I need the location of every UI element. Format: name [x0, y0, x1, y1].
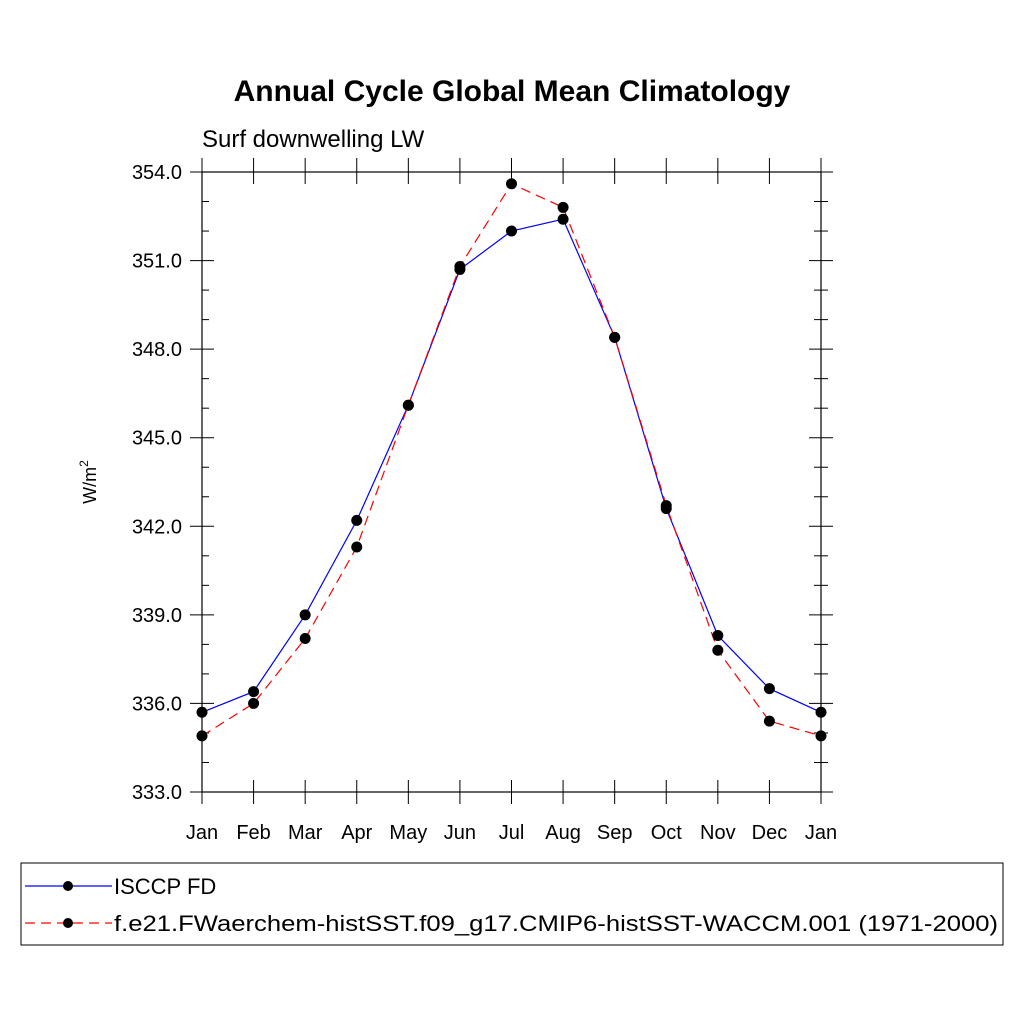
axis-ticks	[190, 158, 833, 804]
svg-text:W/m2: W/m2	[77, 460, 100, 504]
x-tick-label: Jun	[444, 822, 476, 844]
chart-title: Annual Cycle Global Mean Climatology	[234, 75, 791, 108]
y-tick-labels: 333.0 336.0 339.0 342.0 345.0 348.0 351.0 354.0	[132, 162, 182, 804]
y-axis-label: W/m2	[77, 460, 100, 504]
y-axis-label-text: W/m	[80, 467, 100, 504]
legend-item-model: f.e21.FWaerchem-histSST.f09_g17.CMIP6-hi…	[25, 911, 998, 936]
legend-marker-isccp	[63, 881, 73, 891]
series-1-point	[609, 331, 621, 343]
x-tick-label: Mar	[288, 822, 323, 844]
y-tick-label: 333.0	[132, 782, 182, 804]
series-0-point	[506, 225, 517, 237]
series-1-point	[248, 697, 260, 709]
x-tick-label: May	[389, 822, 427, 844]
series-0-point	[299, 609, 311, 621]
legend-marker-model	[63, 918, 73, 928]
legend-label-isccp: ISCCP FD	[114, 874, 216, 899]
series-1-point	[660, 500, 672, 512]
series-1-point	[454, 260, 466, 272]
y-tick-label: 348.0	[132, 339, 182, 361]
y-axis-label-superscript: 2	[77, 460, 91, 467]
y-tick-label: 342.0	[132, 516, 182, 538]
plot-frame	[201, 171, 822, 793]
legend-item-isccp: ISCCP FD	[25, 874, 216, 899]
chart-subtitle: Surf downwelling LW	[202, 126, 425, 153]
series-layer	[196, 178, 827, 742]
x-tick-label: Jan	[186, 822, 218, 844]
series-0-point	[351, 514, 363, 526]
x-tick-label: Dec	[752, 822, 788, 844]
x-tick-label: Oct	[651, 822, 683, 844]
series-1-point	[763, 715, 775, 727]
x-tick-label: Sep	[597, 822, 633, 844]
series-0-point	[763, 683, 775, 695]
x-tick-label: Nov	[700, 822, 736, 844]
y-tick-label: 336.0	[132, 693, 182, 715]
series-1-point	[402, 399, 414, 411]
x-tick-label: Jan	[805, 822, 837, 844]
series-line-1	[201, 183, 822, 737]
series-1-point	[351, 541, 363, 553]
y-tick-label: 354.0	[132, 162, 182, 184]
y-tick-label: 351.0	[132, 251, 182, 273]
series-0-point	[815, 706, 827, 718]
series-line-0	[201, 218, 822, 713]
legend-label-model: f.e21.FWaerchem-histSST.f09_g17.CMIP6-hi…	[114, 911, 998, 936]
series-0-point	[712, 630, 724, 642]
series-1-point	[557, 201, 569, 213]
series-0-point	[248, 686, 260, 698]
x-tick-label: Aug	[545, 822, 581, 844]
series-0-point	[557, 213, 569, 225]
x-tick-label: Feb	[236, 822, 270, 844]
series-1-point	[712, 644, 724, 656]
y-tick-label: 339.0	[132, 605, 182, 627]
series-1-point	[299, 632, 311, 644]
x-tick-label: Jul	[499, 822, 525, 844]
x-tick-label: Apr	[341, 822, 372, 844]
series-1-point	[506, 178, 517, 190]
series-1-point	[196, 730, 208, 742]
legend-box	[20, 862, 1004, 946]
series-1-point	[815, 730, 827, 742]
x-tick-labels: Jan Feb Mar Apr May Jun Jul Aug Sep Oct Nov Dec Jan	[186, 822, 837, 844]
y-tick-label: 345.0	[132, 428, 182, 450]
series-0-point	[196, 706, 208, 718]
